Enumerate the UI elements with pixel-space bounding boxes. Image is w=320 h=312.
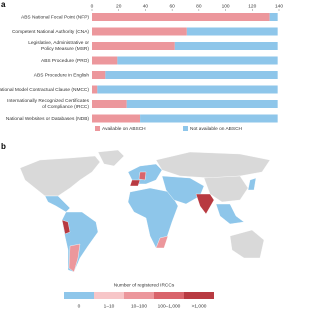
legend-label: 0	[78, 303, 81, 309]
legend-label: 1–10	[104, 303, 115, 309]
bar-segment	[174, 42, 278, 50]
panel-label: b	[1, 142, 6, 151]
argentina	[68, 243, 81, 273]
legend-label: Available on ABSCH	[102, 126, 146, 132]
category-label: ABS Procedure (PRO)	[41, 58, 89, 64]
middle-east	[161, 175, 205, 205]
bar-segment	[92, 114, 141, 123]
legend-color	[94, 292, 124, 299]
category-label: ABS Procedure in English	[34, 72, 90, 78]
peru	[61, 219, 71, 235]
legend-color	[124, 292, 154, 299]
bar-segment	[269, 13, 278, 21]
bar-segment	[92, 56, 118, 65]
south-america	[61, 211, 99, 273]
legend-swatch	[183, 126, 188, 131]
spain	[129, 179, 141, 187]
north-america	[19, 155, 101, 197]
category-label: Internationally Recognized Certificates o…	[7, 98, 89, 110]
legend-label: 10–100	[131, 303, 147, 309]
bar-segment	[92, 85, 98, 94]
x-tick-label: 20	[116, 3, 122, 9]
france	[138, 171, 147, 181]
legend-label: Not available on ABSCH	[190, 126, 243, 132]
bar-segment	[92, 27, 187, 36]
bar-segment	[186, 27, 278, 36]
southeast-asia	[215, 203, 245, 225]
bar-segment	[92, 71, 106, 79]
bar-segment	[117, 56, 278, 65]
greenland	[97, 149, 125, 167]
x-tick-label: 120	[248, 3, 256, 9]
category-label: Legislative, Administrative or Policy Mea…	[28, 40, 89, 52]
category-label: Competent National Authority (CNA)	[12, 29, 89, 35]
figure: a 0 20 40 60 80 100 120 140 ABS National Focal Po…	[0, 0, 283, 309]
x-tick-label: 80	[196, 3, 202, 9]
legend-color	[154, 292, 184, 299]
bar-segment	[140, 114, 278, 123]
legend-color	[184, 292, 214, 299]
bar-segment	[92, 42, 175, 50]
legend-color	[64, 292, 94, 299]
japan	[247, 177, 257, 191]
legend-swatch	[95, 126, 100, 131]
africa	[127, 187, 179, 249]
central-america	[44, 195, 71, 213]
legend-label: 100–1,000	[158, 303, 181, 309]
india	[195, 193, 215, 215]
bar-segment	[92, 13, 270, 21]
legend-title: Number of registered IRCCs	[114, 282, 175, 288]
bar-segment	[92, 100, 127, 108]
x-tick-label: 0	[91, 3, 94, 9]
australia	[229, 229, 265, 259]
bar-segment	[105, 71, 278, 79]
bar-segment	[97, 85, 278, 94]
south-africa	[155, 235, 169, 249]
category-label: National Model Contractual Clause (NMCC)	[0, 87, 89, 93]
category-label: ABS National Focal Point (NFP)	[21, 14, 89, 20]
x-tick-label: 60	[169, 3, 175, 9]
x-tick-label: 140	[275, 3, 283, 9]
panel-label: a	[1, 0, 6, 9]
category-label: National Websites or Databases (NDB)	[6, 116, 89, 122]
world-map	[19, 149, 271, 273]
russia	[155, 151, 271, 179]
x-tick-label: 100	[222, 3, 230, 9]
bar-segment	[126, 100, 278, 108]
x-tick-label: 40	[143, 3, 149, 9]
legend-label: >1,000	[192, 303, 207, 309]
